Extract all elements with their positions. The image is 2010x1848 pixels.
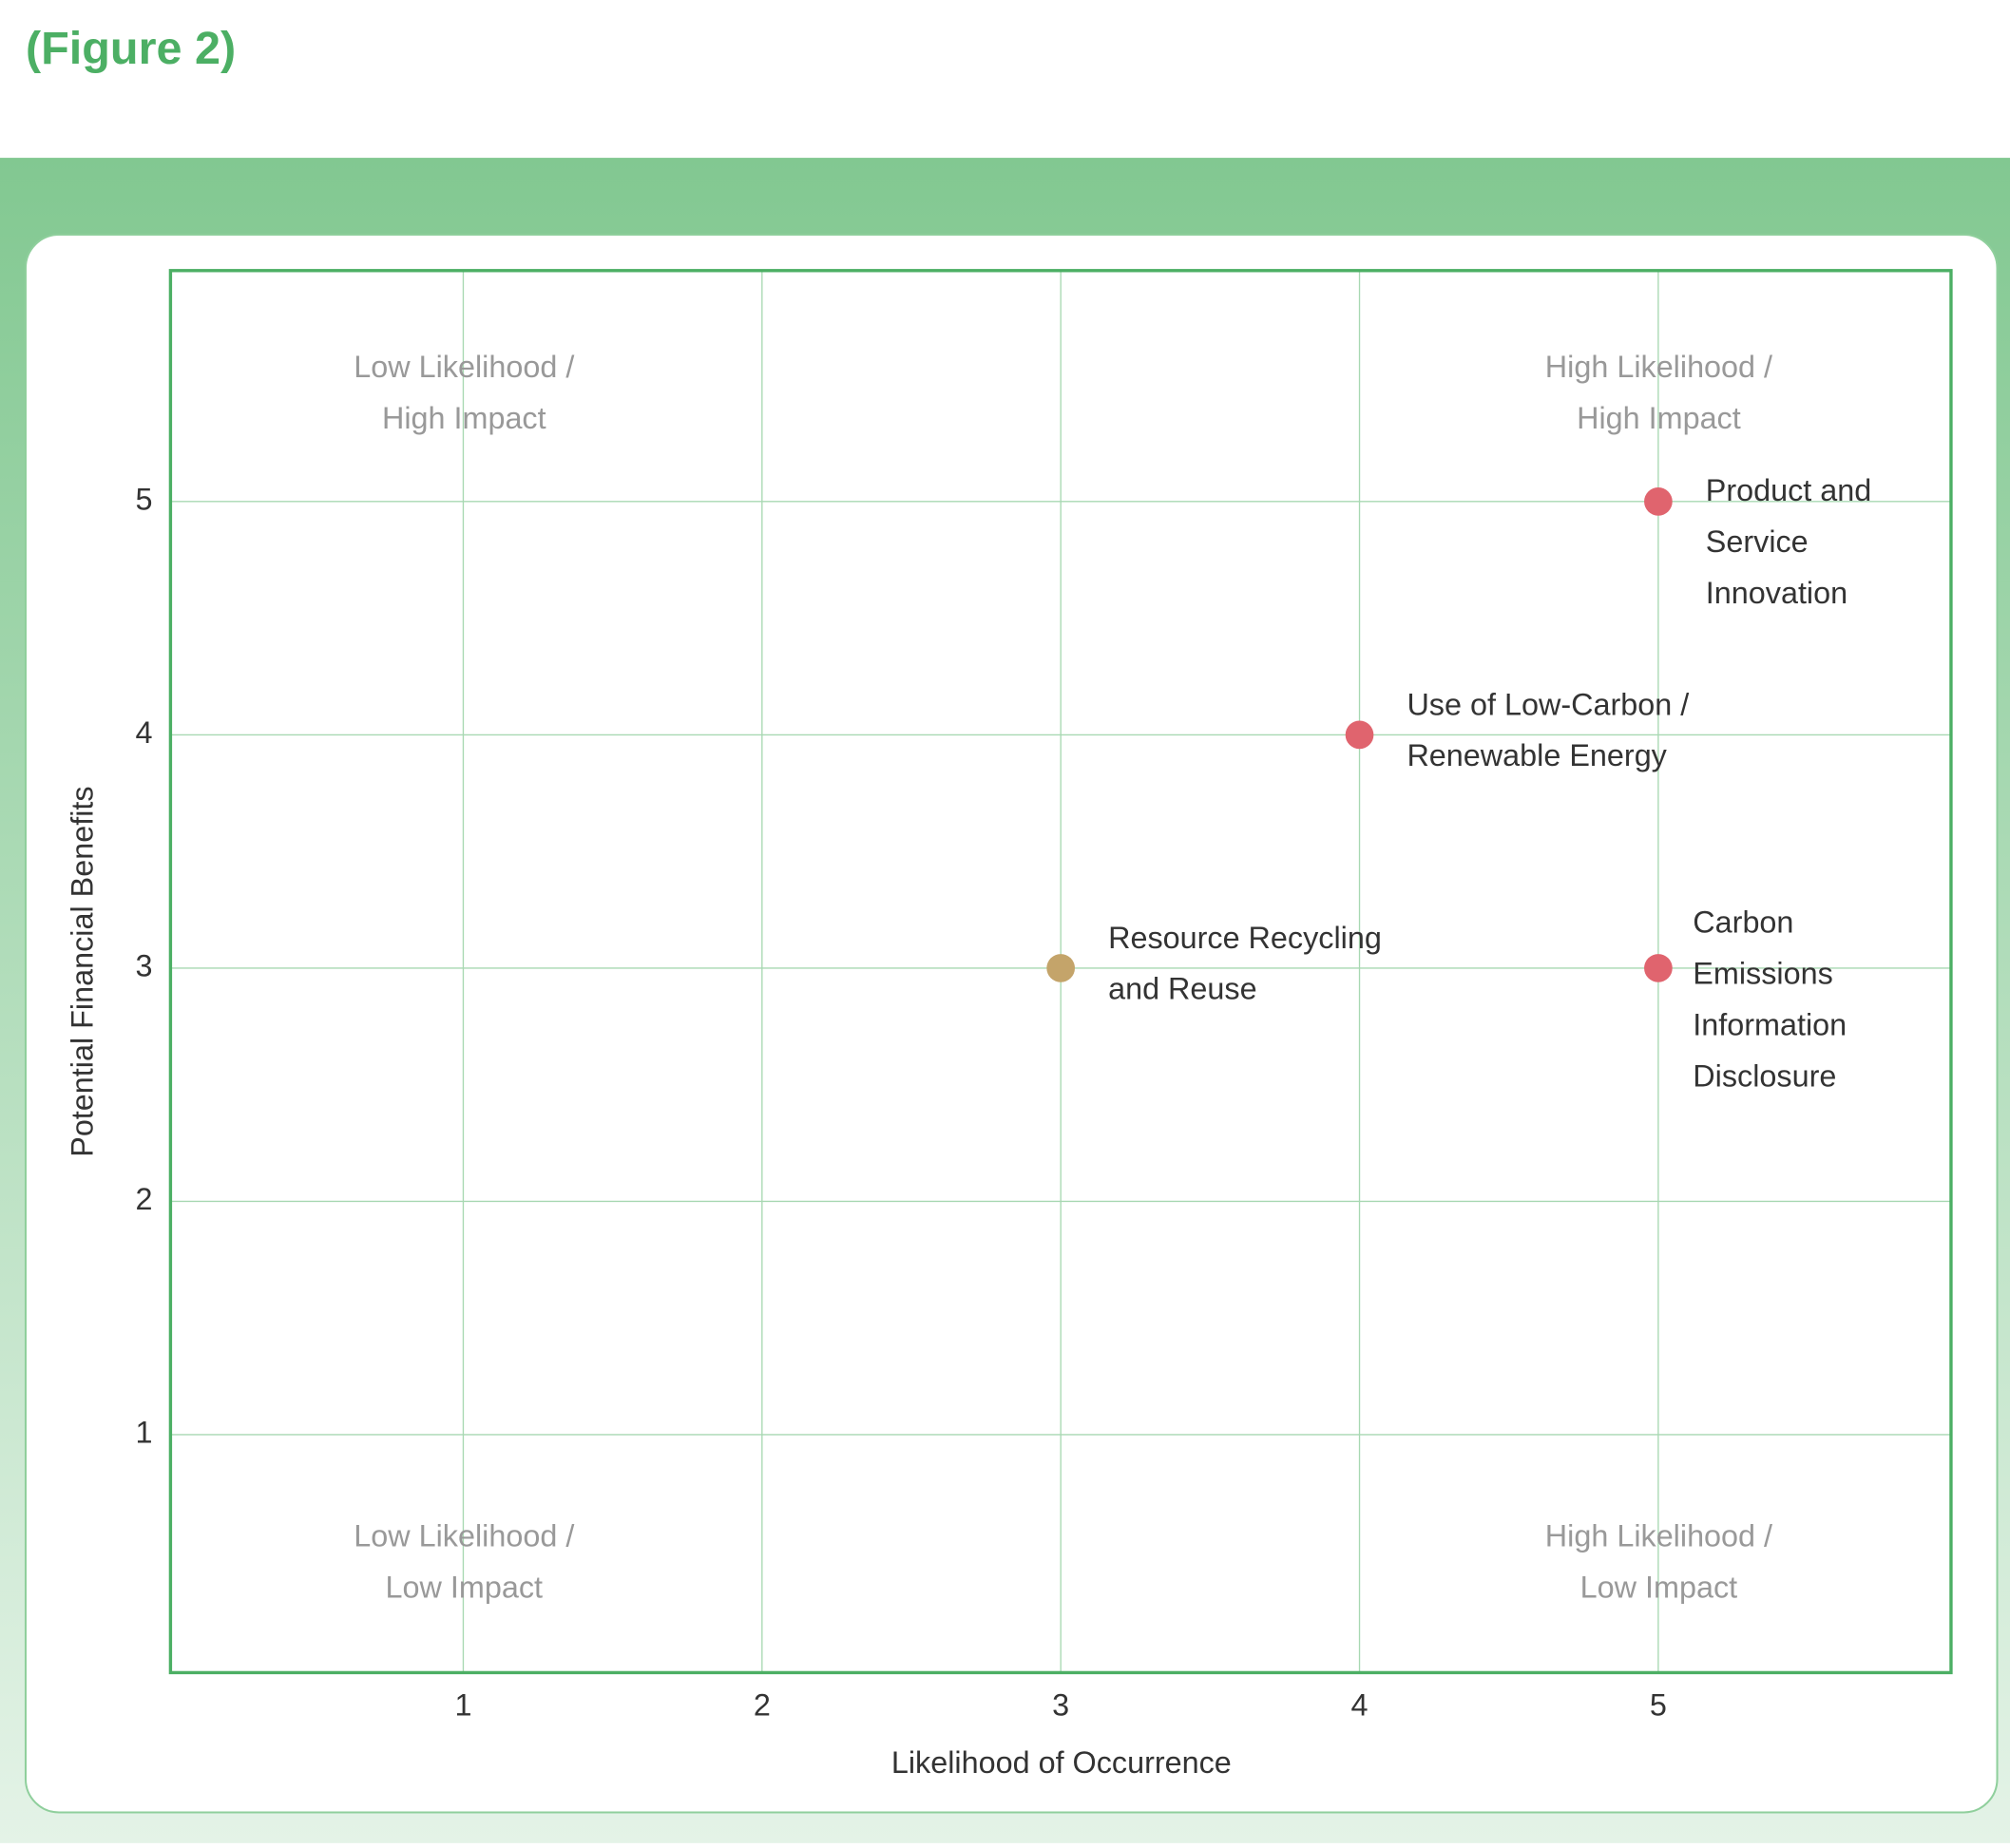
point-label: Resource Recycling — [1108, 921, 1382, 955]
point-label: Service — [1706, 524, 1809, 559]
point-label: Use of Low-Carbon / — [1407, 687, 1689, 721]
quadrant-label: Low Likelihood / — [354, 1518, 574, 1553]
y-tick-label: 1 — [136, 1416, 153, 1450]
quadrant-label: Low Likelihood / — [354, 350, 574, 384]
y-axis-label: Potential Financial Benefits — [66, 786, 100, 1156]
point — [1644, 954, 1673, 982]
point — [1644, 487, 1673, 516]
x-axis-label: Likelihood of Occurrence — [891, 1745, 1232, 1780]
quadrant-label: High Impact — [382, 401, 546, 435]
x-tick-label: 2 — [754, 1687, 771, 1722]
point — [1046, 954, 1076, 982]
plot-frame — [168, 269, 1953, 1675]
point-label: Innovation — [1706, 576, 1847, 610]
y-tick-label: 5 — [136, 482, 153, 516]
point-label: Emissions — [1693, 957, 1832, 991]
x-tick-label: 5 — [1650, 1687, 1667, 1722]
point-label: Product and — [1706, 473, 1872, 507]
quadrant-label: Low Impact — [386, 1570, 543, 1604]
x-tick-label: 3 — [1052, 1687, 1069, 1722]
point-label: Information — [1693, 1008, 1847, 1042]
quadrant-label: Low Impact — [1580, 1570, 1737, 1604]
x-tick-label: 4 — [1351, 1687, 1369, 1722]
point-label: Renewable Energy — [1407, 738, 1667, 772]
card — [24, 234, 1999, 1814]
point-label: Disclosure — [1693, 1058, 1836, 1093]
figure-title: (Figure 2) — [26, 23, 236, 74]
quadrant-label: High Likelihood / — [1545, 1518, 1772, 1553]
quadrant-label: High Impact — [1577, 401, 1741, 435]
x-tick-label: 1 — [454, 1687, 471, 1722]
point — [1345, 720, 1374, 750]
y-tick-label: 2 — [136, 1182, 153, 1216]
point-label: Carbon — [1693, 905, 1793, 940]
quadrant-label: High Likelihood / — [1545, 350, 1772, 384]
y-tick-label: 4 — [136, 715, 153, 750]
y-tick-label: 3 — [136, 948, 153, 982]
point-label: and Reuse — [1108, 972, 1257, 1006]
